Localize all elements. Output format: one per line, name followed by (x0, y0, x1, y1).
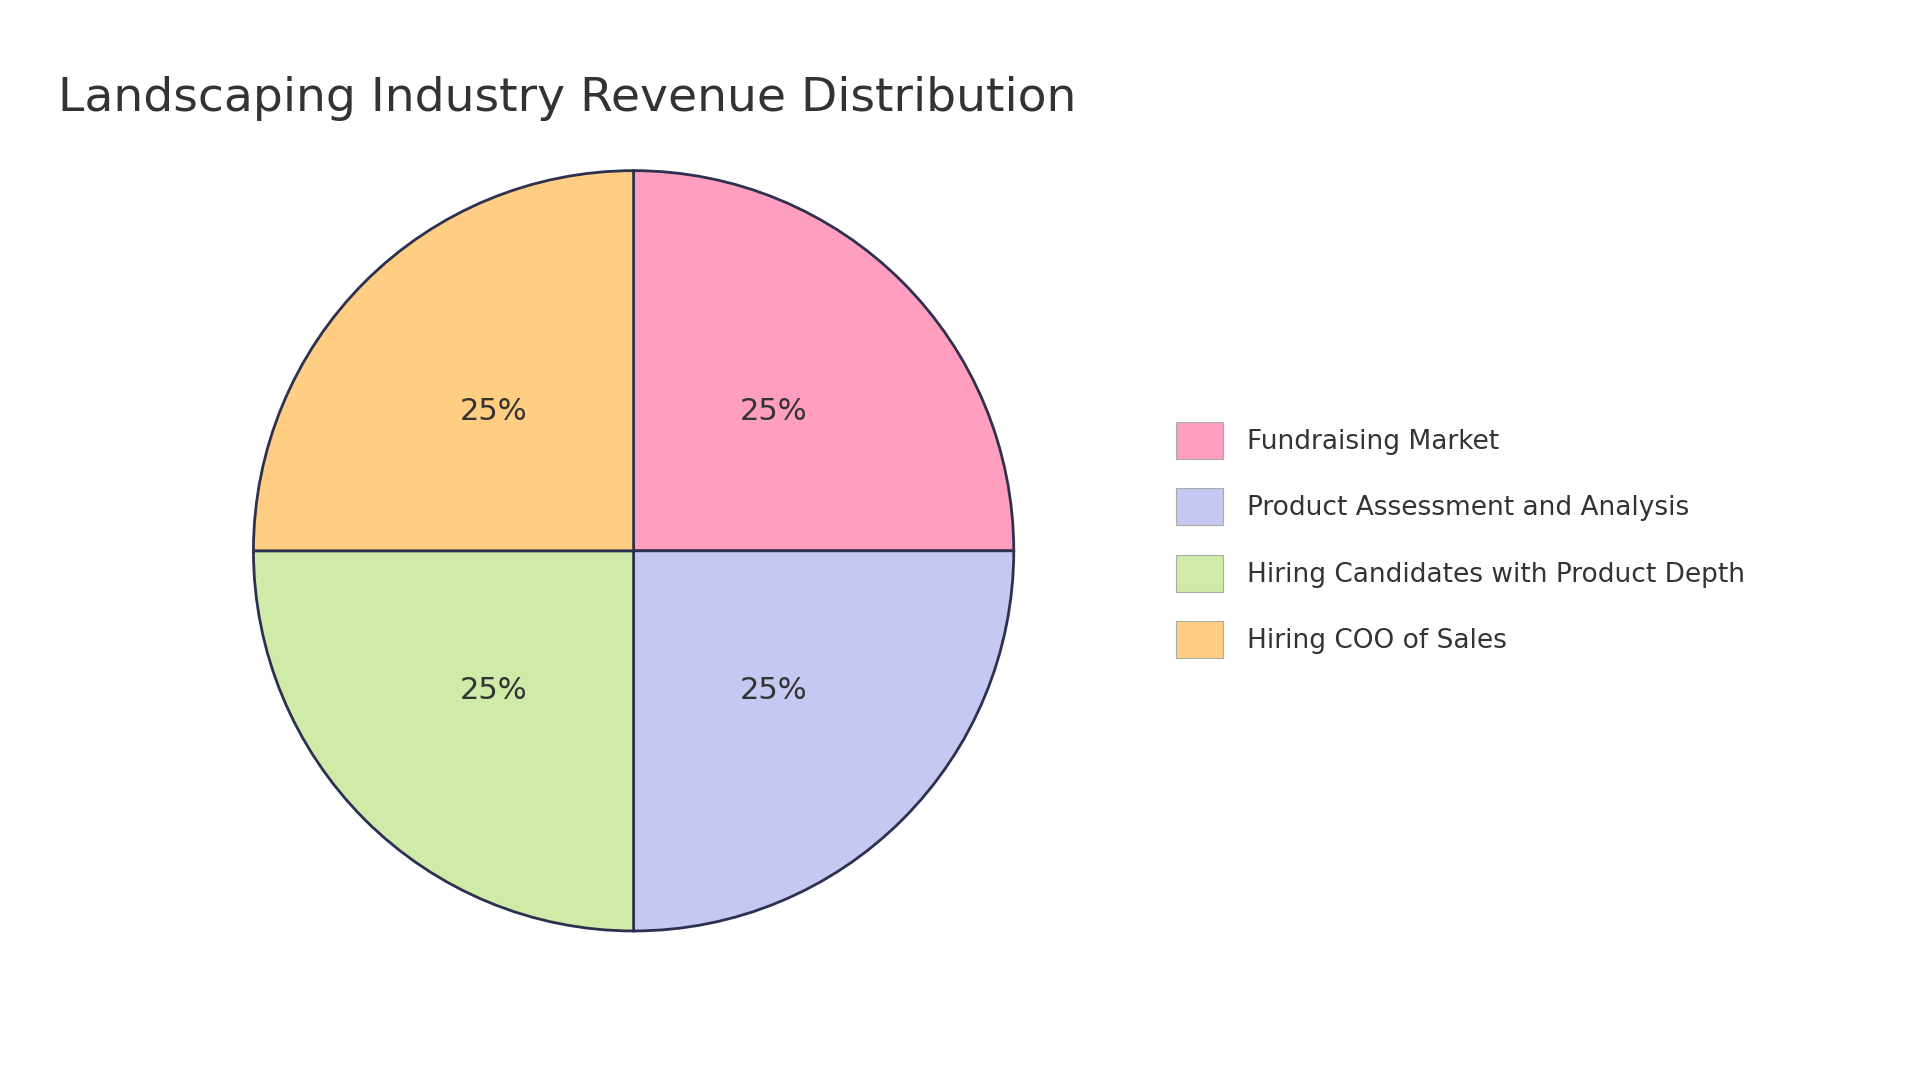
Text: 25%: 25% (461, 676, 528, 705)
Text: 25%: 25% (461, 396, 528, 426)
Wedge shape (634, 171, 1014, 551)
Legend: Fundraising Market, Product Assessment and Analysis, Hiring Candidates with Prod: Fundraising Market, Product Assessment a… (1165, 411, 1755, 669)
Wedge shape (253, 551, 634, 931)
Wedge shape (253, 171, 634, 551)
Text: 25%: 25% (739, 396, 806, 426)
Wedge shape (634, 551, 1014, 931)
Text: 25%: 25% (739, 676, 806, 705)
Text: Landscaping Industry Revenue Distribution: Landscaping Industry Revenue Distributio… (58, 76, 1075, 121)
